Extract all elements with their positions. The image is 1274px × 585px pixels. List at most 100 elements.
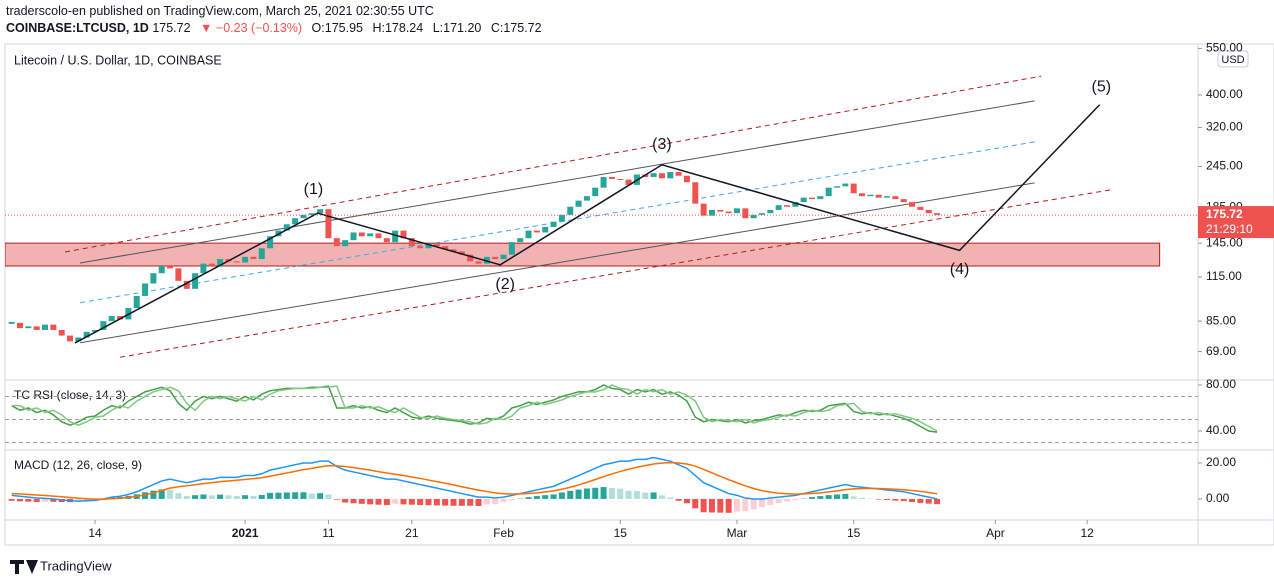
x-tick-label: 12 — [1080, 526, 1094, 540]
macd-histogram-bar — [233, 496, 240, 499]
indicator-line — [11, 384, 938, 433]
candle — [592, 187, 599, 197]
macd-histogram-bar — [17, 498, 24, 502]
macd-histogram-bar — [475, 498, 482, 506]
wave-label: (1) — [304, 181, 324, 198]
last-price-tag — [1198, 206, 1274, 239]
candle — [558, 214, 565, 222]
candle — [217, 259, 224, 266]
candle — [192, 273, 199, 289]
candle — [358, 232, 365, 237]
chart-title: Litecoin / U.S. Dollar, 1D, COINBASE — [14, 53, 222, 67]
candle — [175, 268, 182, 281]
candle — [433, 244, 440, 247]
chart-frame — [4, 43, 1274, 546]
macd-histogram-bar — [183, 495, 190, 499]
candle — [167, 265, 174, 269]
x-tick-label: 2021 — [232, 526, 259, 540]
macd-histogram-bar — [442, 498, 449, 506]
logo — [10, 560, 38, 574]
macd-histogram-bar — [834, 494, 841, 499]
candle — [442, 246, 449, 250]
x-tick-label: 15 — [614, 526, 628, 540]
macd-histogram-bar — [258, 494, 265, 499]
x-tick-label: 14 — [88, 526, 102, 540]
macd-histogram-bar — [175, 493, 182, 499]
macd-histogram-bar — [767, 498, 774, 505]
currency-box — [1217, 50, 1249, 68]
macd-histogram-bar — [342, 498, 349, 503]
candle — [142, 283, 149, 296]
macd-histogram-bar — [250, 495, 257, 499]
candle — [867, 194, 874, 197]
channel-line — [79, 100, 1035, 264]
macd-histogram-bar — [650, 492, 657, 499]
last-price-label: 175.72 — [1206, 207, 1243, 221]
candle — [492, 256, 499, 260]
macd-histogram-bar — [825, 495, 832, 499]
macd-histogram-bar — [625, 490, 632, 499]
candle — [208, 263, 215, 266]
candle — [608, 177, 615, 179]
candle — [567, 206, 574, 215]
macd-histogram-bar — [533, 496, 540, 499]
macd-histogram-bar — [583, 488, 590, 499]
publisher-line: traderscolo-en published on TradingView.… — [6, 4, 440, 18]
candle — [17, 322, 24, 329]
y-tick-label: 400.00 — [1206, 87, 1243, 101]
macd-histogram-bar — [458, 498, 465, 506]
macd-histogram-bar — [775, 498, 782, 503]
x-tick-label: Apr — [986, 526, 1005, 540]
candle — [67, 335, 74, 342]
candle — [892, 196, 899, 200]
candle — [700, 203, 707, 216]
candle — [292, 218, 299, 225]
macd-histogram-bar — [725, 498, 732, 513]
x-tick-label: Mar — [727, 526, 748, 540]
macd-histogram-bar — [875, 498, 882, 500]
macd-histogram-bar — [333, 498, 340, 500]
candle — [417, 246, 424, 249]
candle — [600, 177, 607, 188]
candle — [242, 256, 249, 263]
candle — [50, 324, 57, 330]
macd-histogram-bar — [783, 498, 790, 502]
macd-histogram-bar — [208, 495, 215, 499]
wave-label: (5) — [1092, 78, 1112, 95]
candle — [717, 209, 724, 212]
candle — [400, 230, 407, 239]
candle — [725, 211, 732, 214]
y-tick-label: 245.00 — [1206, 159, 1243, 173]
macd-histogram-bar — [842, 493, 849, 499]
macd-histogram-bar — [558, 492, 565, 499]
macd-histogram-bar — [83, 498, 90, 501]
candle — [500, 254, 507, 260]
macd-histogram-bar — [717, 498, 724, 513]
candle — [775, 205, 782, 210]
candle — [675, 172, 682, 176]
candle — [475, 261, 482, 264]
last: 175.72 — [152, 21, 191, 35]
macd-histogram-bar — [50, 498, 57, 502]
macd-histogram-bar — [483, 498, 490, 505]
macd-histogram-bar — [350, 498, 357, 504]
y-tick-label: 40.00 — [1206, 423, 1236, 437]
low: L:171.20 — [432, 21, 482, 35]
candle — [625, 179, 632, 185]
x-tick-label: 11 — [322, 526, 335, 540]
candle — [425, 244, 432, 249]
wave-label: (2) — [495, 276, 515, 293]
macd-histogram-bar — [325, 494, 332, 499]
candle — [58, 329, 65, 336]
candle — [925, 209, 932, 214]
candle — [33, 326, 40, 330]
macd-histogram-bar — [675, 498, 682, 501]
indicator-line — [11, 384, 938, 432]
price-pane — [5, 75, 1161, 358]
macd-histogram-bar — [508, 498, 515, 501]
macd-histogram-bar — [658, 495, 665, 499]
candle — [750, 214, 757, 219]
candle — [884, 196, 891, 198]
macd-histogram-bar — [617, 488, 624, 499]
